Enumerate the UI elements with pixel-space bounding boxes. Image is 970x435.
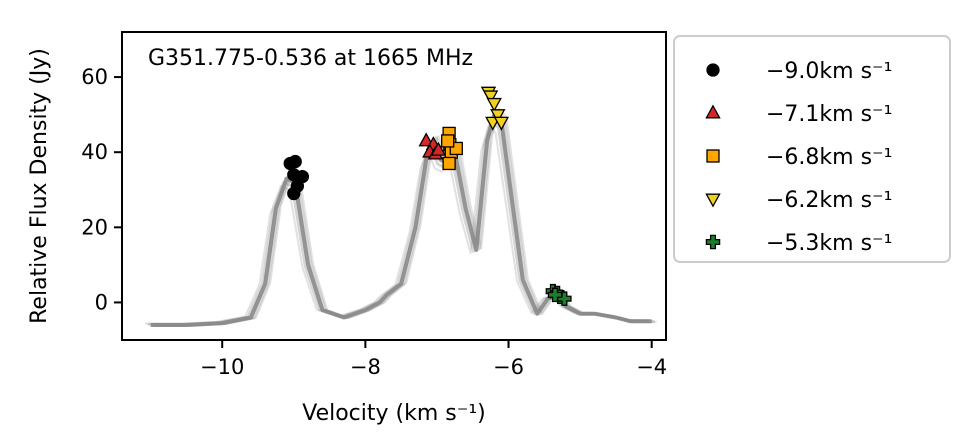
x-axis-ticks: −10 −8 −6 −4 [200,340,667,379]
legend-box [673,35,951,263]
y-tick-label-3: 60 [81,65,108,89]
marker-series-2-point-5 [441,134,455,148]
legend-marker-4 [705,234,721,250]
y-tick-label-2: 40 [81,140,108,164]
legend: −9.0km s⁻¹ −7.1km s⁻¹ −6.8km s⁻¹ −6.2km s⁻¹… [673,35,951,263]
legend-label-1: −7.1km s⁻¹ [766,102,892,127]
marker-series-2-point-3 [442,156,456,171]
y-tick-label-0: 0 [95,290,108,314]
x-tick-label-3: −4 [636,355,667,379]
chart-annotation: G351.775-0.536 at 1665 MHz [148,46,473,71]
scatter-markers [283,86,572,306]
marker-series-3-point-5 [493,116,510,131]
legend-label-0: −9.0km s⁻¹ [766,59,892,84]
spectrum-line-2 [153,109,655,327]
x-tick-label-1: −8 [350,355,381,379]
x-axis-label: Velocity (km s⁻¹) [302,401,486,426]
marker-series-3-point-2 [486,97,502,112]
legend-label-2: −6.8km s⁻¹ [766,145,892,170]
legend-label-3: −6.2km s⁻¹ [766,188,892,213]
marker-series-1-point-0 [418,132,434,147]
legend-label-4: −5.3km s⁻¹ [766,231,892,256]
marker-series-0-point-1 [288,154,302,169]
x-tick-label-2: −6 [493,355,524,379]
y-tick-label-1: 20 [81,215,108,239]
y-axis-ticks: 0 20 40 60 [81,65,122,314]
spectrum-line-0 [150,112,652,327]
marker-series-0-point-4 [287,186,301,201]
spectrum-line-3 [144,124,646,325]
marker-series-1-point-4 [430,141,447,156]
spectrum-line-1 [147,118,649,326]
plot-frame [121,31,667,341]
legend-marker-3 [705,193,721,208]
spectrum-line-4 [155,108,657,327]
spectrum-lines [144,108,657,327]
legend-marker-2 [706,149,720,163]
legend-marker-1 [705,104,721,119]
marker-series-3-point-1 [482,90,499,105]
y-axis-label: Relative Flux Density (Jy) [27,48,52,324]
marker-series-3-point-3 [490,109,506,124]
x-tick-label-0: −10 [200,355,244,379]
marker-series-0-point-5 [295,169,310,184]
marker-series-4-point-4 [547,287,563,303]
legend-marker-0 [706,63,720,77]
